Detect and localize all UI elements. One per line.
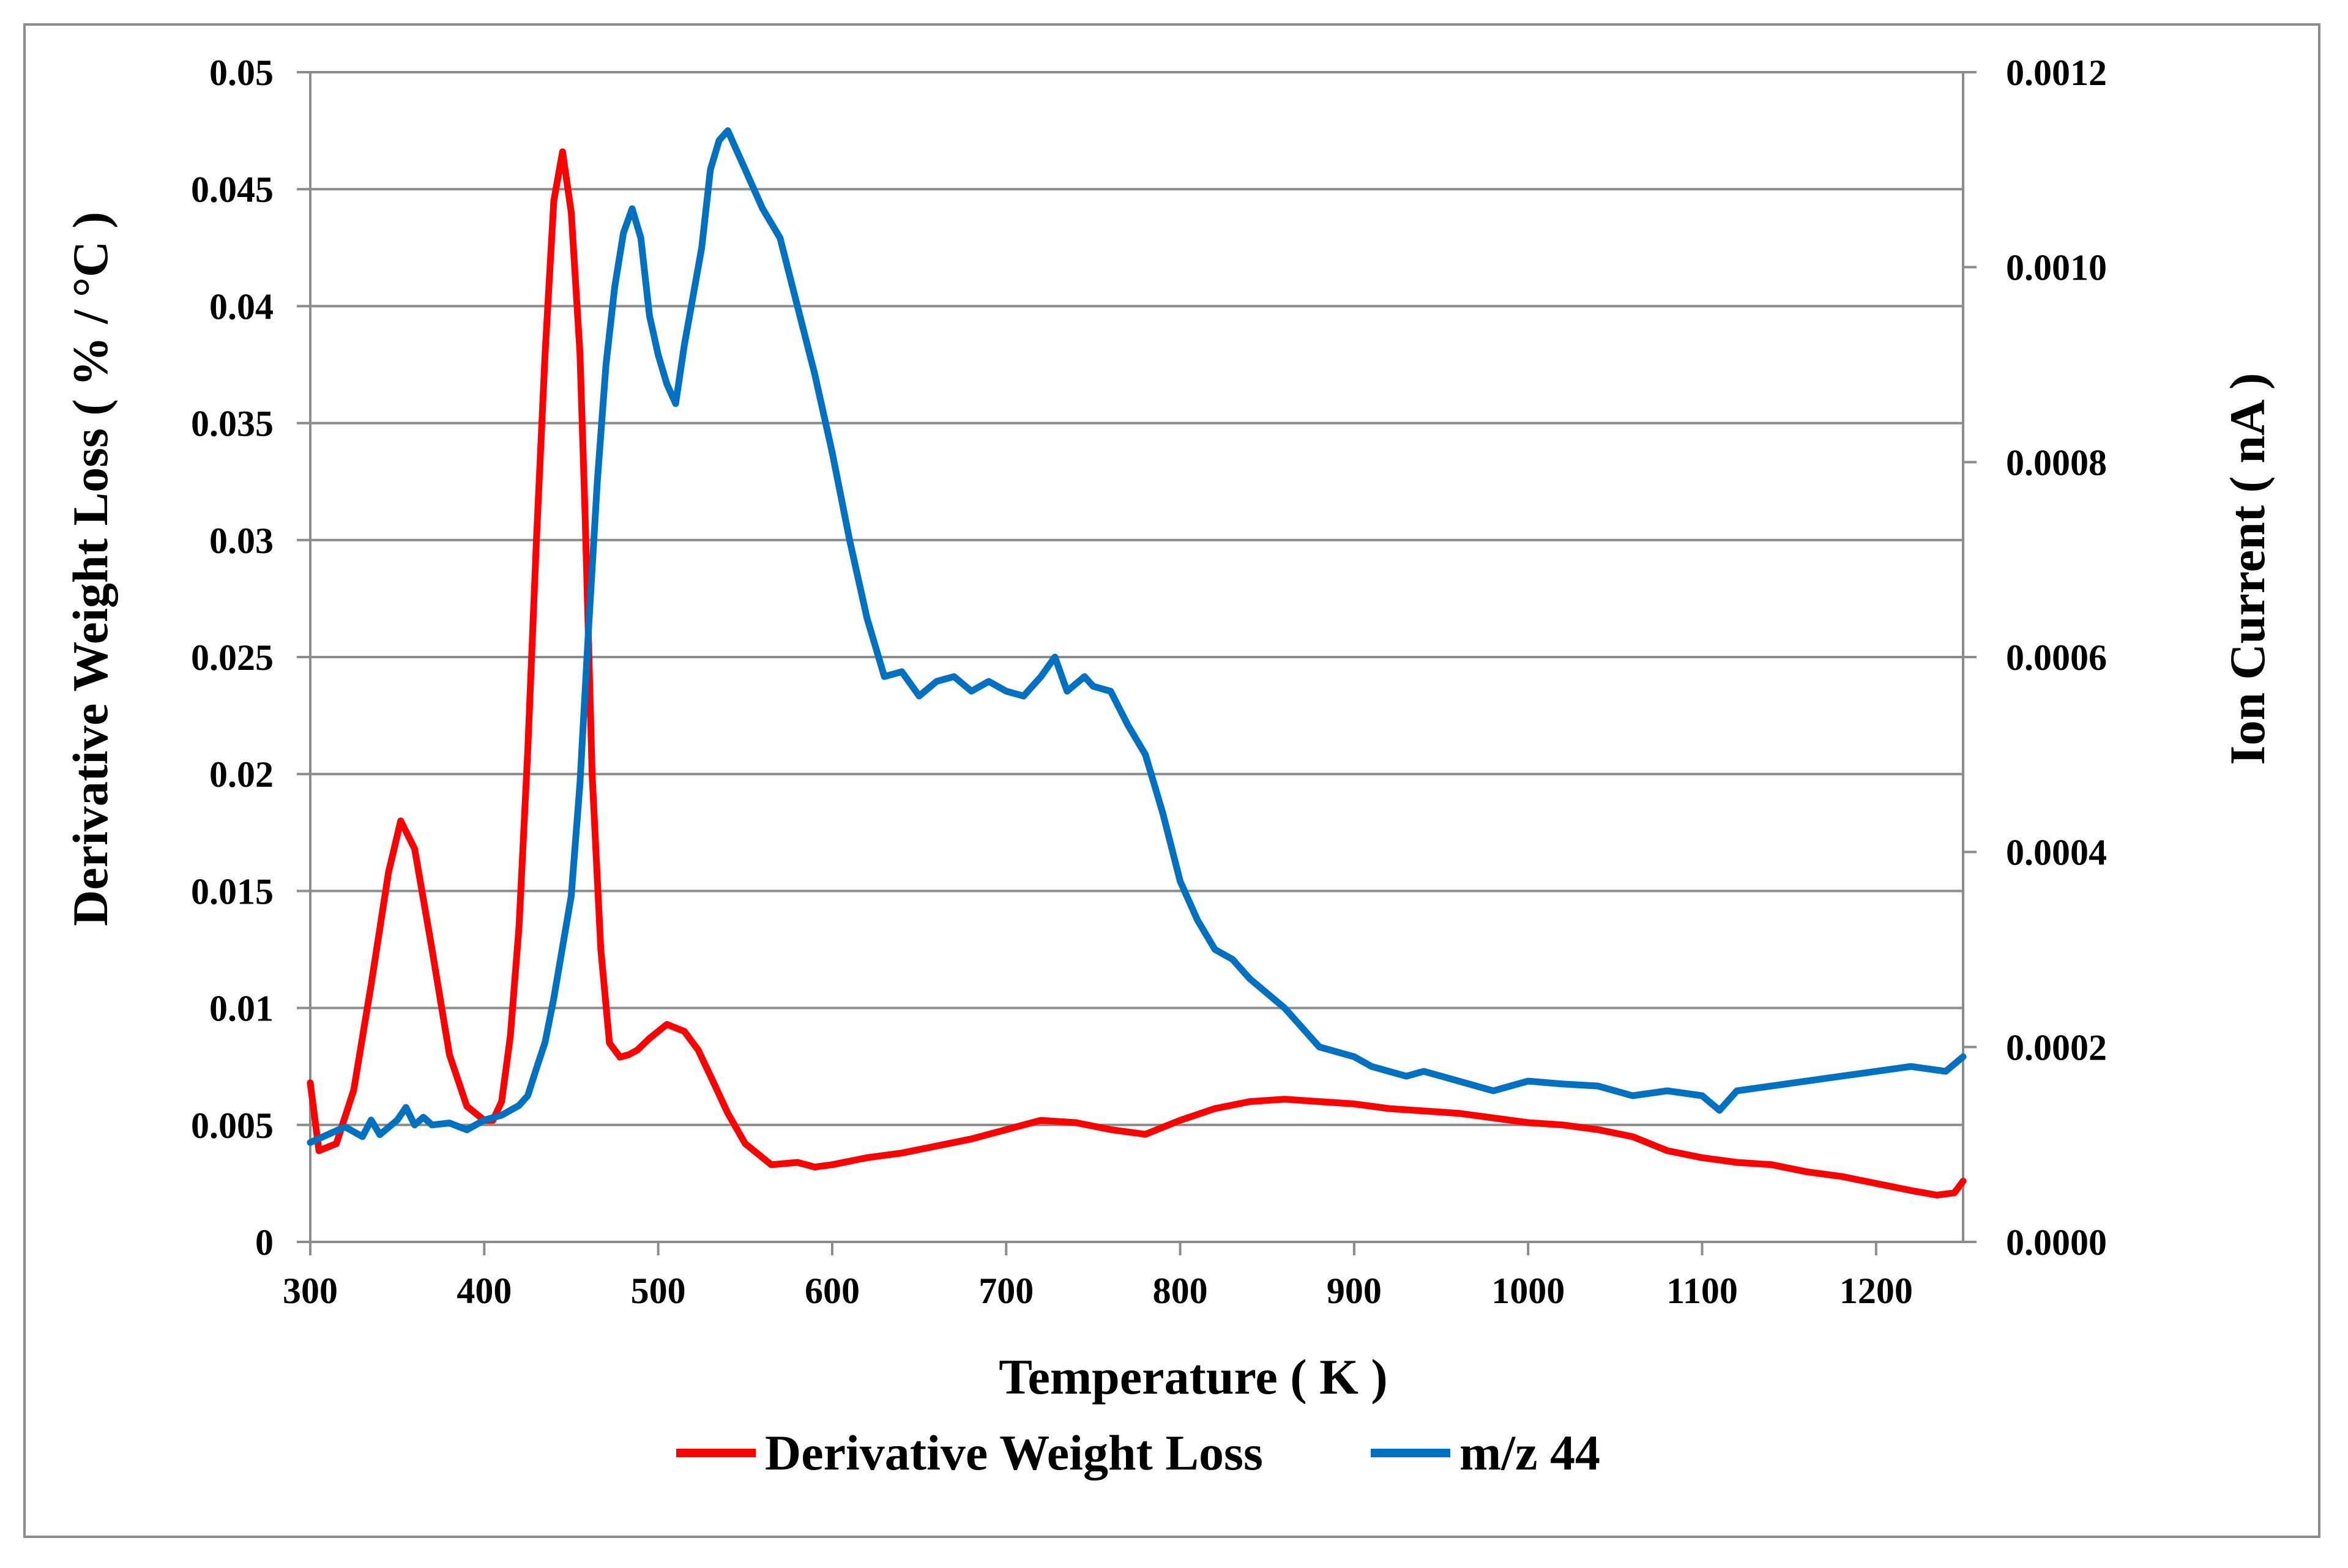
- tick-labels: 0 0.005 0.01 0.015 0.02 0.025 0.03 0.035 0.04 0.0…: [191, 53, 2107, 1311]
- legend-label-derivative-weight-loss: Derivative Weight Loss: [765, 1425, 1263, 1481]
- x-tick-label: 300: [283, 1271, 338, 1311]
- y2-tick-label: 0.0010: [2006, 248, 2107, 288]
- y-tick-label: 0: [255, 1222, 274, 1263]
- y-tick-label: 0.005: [191, 1105, 274, 1146]
- y-tick-label: 0.03: [209, 521, 274, 561]
- y2-axis-title: Ion Current ( nA ): [2219, 373, 2275, 765]
- y-tick-label: 0.04: [209, 286, 274, 327]
- y-tick-label: 0.05: [209, 53, 274, 93]
- y-tick-label: 0.015: [191, 871, 274, 912]
- y-tick-label: 0.01: [209, 989, 274, 1029]
- gridlines: [310, 71, 1963, 1126]
- series-mz44: [307, 127, 1967, 1146]
- x-axis-title: Temperature ( K ): [999, 1349, 1387, 1405]
- legend: Derivative Weight Loss m/z 44: [676, 1425, 1600, 1481]
- axes: [297, 71, 1977, 1255]
- y-tick-label: 0.045: [191, 169, 274, 210]
- legend-label-mz44: m/z 44: [1459, 1425, 1600, 1481]
- x-tick-label: 1200: [1839, 1271, 1913, 1311]
- series-lines: [307, 127, 1967, 1198]
- series-derivative-weight-loss: [307, 148, 1967, 1198]
- y2-tick-label: 0.0004: [2006, 833, 2107, 873]
- x-tick-label: 1100: [1666, 1271, 1738, 1311]
- x-tick-label: 900: [1327, 1271, 1382, 1311]
- y-tick-label: 0.035: [191, 404, 274, 444]
- y-axis-title: Derivative Weight Loss ( % / °C ): [62, 212, 118, 926]
- y2-tick-label: 0.0006: [2006, 637, 2107, 678]
- y2-tick-label: 0.0002: [2006, 1027, 2107, 1068]
- chart-frame: [23, 23, 2320, 1538]
- y-tick-label: 0.02: [209, 754, 274, 795]
- x-tick-label: 600: [805, 1271, 860, 1311]
- x-tick-label: 1000: [1491, 1271, 1565, 1311]
- y2-tick-label: 0.0000: [2006, 1222, 2107, 1263]
- x-tick-label: 700: [978, 1271, 1034, 1311]
- y2-tick-label: 0.0008: [2006, 442, 2107, 483]
- x-tick-label: 800: [1153, 1271, 1208, 1311]
- y2-tick-label: 0.0012: [2006, 53, 2107, 93]
- x-tick-label: 400: [457, 1271, 512, 1311]
- x-tick-label: 500: [631, 1271, 686, 1311]
- y-tick-label: 0.025: [191, 637, 274, 678]
